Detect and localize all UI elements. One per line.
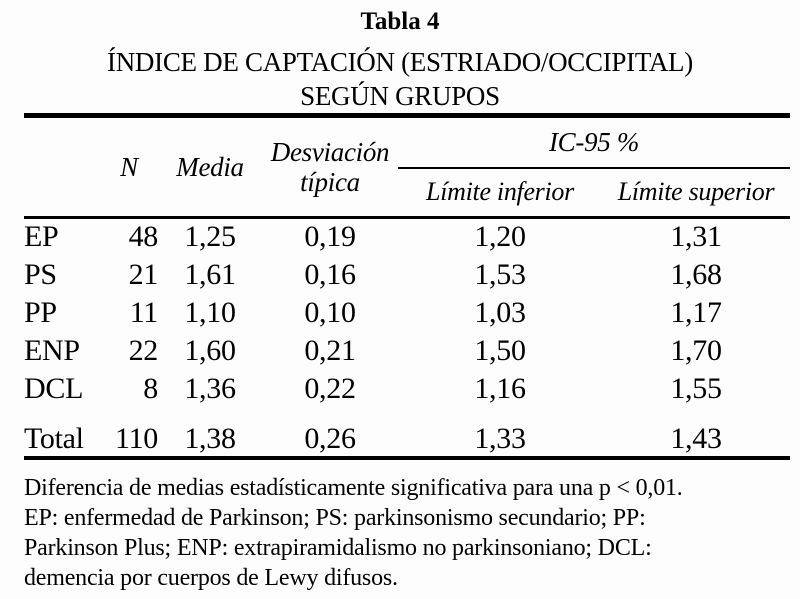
cell-desviacion: 0,26 (304, 421, 356, 455)
table-title-line2: SEGÚN GRUPOS (300, 81, 500, 111)
cell-limite-inferior: 1,50 (474, 333, 526, 367)
col-header-desviacion: Desviación típica (262, 115, 398, 219)
cell-limite-superior: 1,17 (670, 295, 722, 329)
table-row-ps: PS 21 1,61 0,16 1,53 1,68 (24, 256, 790, 294)
col-header-ic95: IC-95 % (398, 115, 791, 169)
row-label: Total (24, 421, 84, 455)
cell-media: 1,36 (184, 371, 236, 405)
col-header-limite-superior: Límite superior (602, 167, 791, 219)
cell-limite-inferior: 1,16 (474, 371, 526, 405)
cell-limite-superior: 1,55 (670, 371, 722, 405)
cell-media: 1,25 (184, 220, 236, 254)
cell-limite-inferior: 1,33 (474, 421, 526, 455)
cell-media: 1,61 (184, 257, 236, 291)
cell-n: 8 (143, 371, 158, 405)
col-header-group (24, 115, 100, 219)
table-row-pp: PP 11 1,10 0,10 1,03 1,17 (24, 294, 790, 332)
cell-limite-superior: 1,68 (670, 257, 722, 291)
cell-desviacion: 0,22 (304, 371, 356, 405)
data-table: N Media Desviación típica IC-95 % Límite… (24, 113, 791, 460)
cell-limite-inferior: 1,03 (474, 295, 526, 329)
cell-desviacion: 0,19 (304, 220, 356, 254)
footnote-line2: EP: enfermedad de Parkinson; PS: parkins… (24, 504, 646, 531)
col-header-limite-inferior: Límite inferior (398, 167, 602, 219)
cell-media: 1,38 (184, 421, 236, 455)
table-title-line1: ÍNDICE DE CAPTACIÓN (ESTRIADO/OCCIPITAL) (107, 47, 693, 77)
table-row-ep: EP 48 1,25 0,19 1,20 1,31 (24, 218, 790, 256)
col-header-n: N (100, 115, 158, 219)
table-footnote: Diferencia de medias estadísticamente si… (24, 473, 790, 593)
cell-desviacion: 0,10 (304, 295, 356, 329)
cell-n: 22 (128, 333, 159, 367)
footnote-line4: demencia por cuerpos de Lewy difusos. (24, 564, 398, 591)
footnote-line1: Diferencia de medias estadísticamente si… (24, 474, 683, 501)
cell-n: 110 (115, 421, 158, 455)
row-label: ENP (24, 333, 80, 367)
cell-n: 11 (129, 295, 159, 329)
header-row-2: Límite inferior Límite superior (24, 167, 791, 219)
table-header: N Media Desviación típica IC-95 % Límite… (24, 115, 791, 219)
col-header-desviacion-line2: típica (300, 167, 360, 197)
cell-n: 48 (128, 220, 159, 254)
header-row-1: N Media Desviación típica IC-95 % (24, 115, 791, 219)
cell-limite-inferior: 1,20 (474, 220, 526, 254)
cell-media: 1,60 (184, 333, 236, 367)
table-title-block: Tabla 4 ÍNDICE DE CAPTACIÓN (ESTRIADO/OC… (0, 0, 800, 113)
table-body: EP 48 1,25 0,19 1,20 1,31 PS 21 1,61 0,1… (24, 218, 790, 458)
footnote-line3: Parkinson Plus; ENP: extrapiramidalismo … (24, 534, 652, 561)
table-row-enp: ENP 22 1,60 0,21 1,50 1,70 (24, 332, 790, 370)
table-row-dcl: DCL 8 1,36 0,22 1,16 1,55 (24, 370, 790, 408)
row-label: EP (24, 220, 59, 254)
row-label: PP (24, 295, 57, 329)
row-label: PS (24, 257, 57, 291)
cell-limite-superior: 1,70 (670, 333, 722, 367)
col-header-desviacion-line1: Desviación (270, 137, 390, 167)
cell-limite-superior: 1,43 (670, 421, 722, 455)
table-number: Tabla 4 (360, 8, 440, 35)
row-label: DCL (24, 371, 84, 405)
cell-limite-superior: 1,31 (670, 220, 722, 254)
cell-desviacion: 0,16 (304, 257, 356, 291)
col-header-media: Media (158, 115, 262, 219)
cell-n: 21 (128, 257, 159, 291)
cell-limite-inferior: 1,53 (474, 257, 526, 291)
cell-desviacion: 0,21 (304, 333, 356, 367)
table-row-total: Total 110 1,38 0,26 1,33 1,43 (24, 408, 790, 458)
cell-media: 1,10 (184, 295, 236, 329)
